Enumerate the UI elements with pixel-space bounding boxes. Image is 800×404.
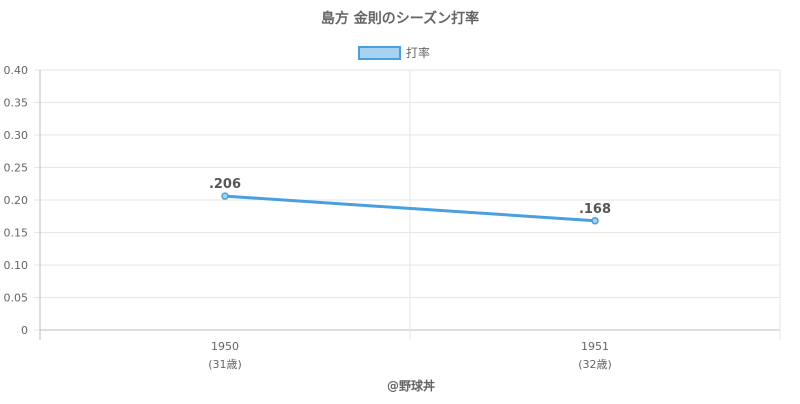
- legend-swatch[interactable]: [358, 46, 401, 60]
- y-tick-label: 0: [21, 324, 28, 337]
- data-label: .168: [579, 202, 611, 217]
- y-tick-label: 0.05: [4, 292, 29, 305]
- y-tick-label: 0.15: [4, 227, 29, 240]
- x-tick-sublabel: (31歳): [208, 358, 242, 371]
- data-point: [591, 217, 599, 225]
- legend[interactable]: 打率: [358, 45, 430, 60]
- series-line: [224, 194, 596, 223]
- series-layer: .206 .168: [209, 177, 611, 225]
- y-tick-label: 0.10: [4, 259, 29, 272]
- x-tick-label: 1950: [211, 340, 239, 353]
- legend-label[interactable]: 打率: [406, 45, 430, 60]
- data-label: .206: [209, 177, 241, 192]
- y-tick-label: 0.40: [4, 64, 29, 77]
- chart-title: 島方 金則のシーズン打率: [321, 10, 479, 27]
- y-tick-label: 0.20: [4, 194, 29, 207]
- grid: [34, 69, 781, 340]
- data-point: [221, 192, 229, 200]
- axes: 0.40 0.35 0.30 0.25 0.20 0.15 0.10 0.05 0 1950 (31…: [4, 64, 612, 371]
- x-tick-sublabel: (32歳): [578, 358, 612, 371]
- y-tick-label: 0.25: [4, 162, 29, 175]
- y-tick-label: 0.35: [4, 97, 29, 110]
- y-tick-label: 0.30: [4, 129, 29, 142]
- footer-credit: @野球丼: [387, 378, 435, 393]
- x-tick-label: 1951: [581, 340, 609, 353]
